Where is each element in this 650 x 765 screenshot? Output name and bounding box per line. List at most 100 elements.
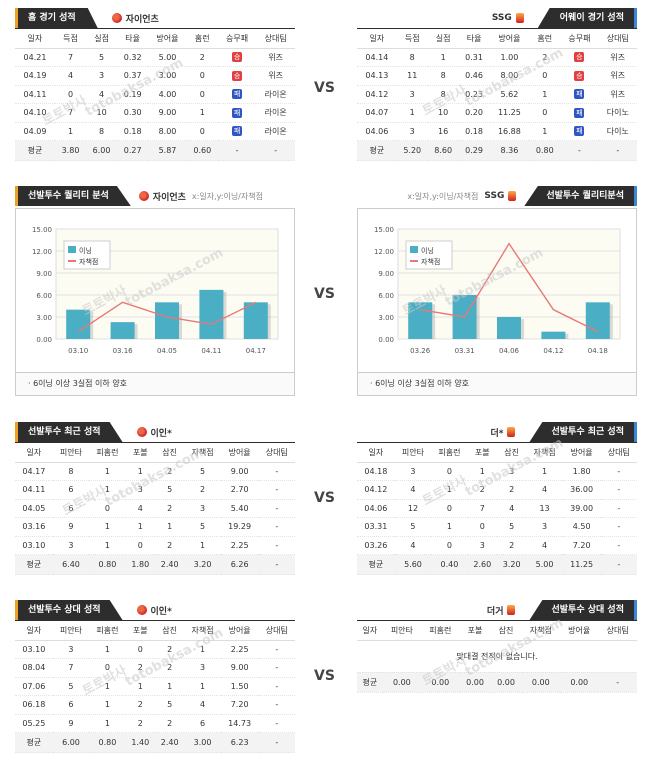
table-cell: - <box>258 499 295 518</box>
result-cell: 승 <box>217 48 257 67</box>
ssg-logo-icon <box>508 191 517 201</box>
table-cell: 2 <box>154 462 185 481</box>
table-cell: 0.18 <box>458 122 490 141</box>
average-cell: 8.60 <box>427 140 459 161</box>
table-cell: 8 <box>427 85 459 104</box>
left-h2h-title: 선발투수 상대 성적 <box>15 600 123 620</box>
table-cell: 2 <box>496 480 527 500</box>
table-cell: 2 <box>154 658 185 678</box>
table-cell: 1 <box>526 462 563 481</box>
home-record-table: 일자 득점 실점 타율 방어율 홈런 승무패 상대팀 04.21 7 5 0.32 5.00 2 승 위즈 04… <box>15 30 295 161</box>
table-cell: 1 <box>186 103 218 123</box>
average-cell: 6.26 <box>220 554 259 575</box>
empty-message: 맞대결 전적이 없습니다. <box>357 640 637 673</box>
table-cell: 2 <box>467 480 497 500</box>
table-cell: 0 <box>467 517 497 537</box>
average-cell: 6.23 <box>220 732 259 753</box>
average-cell: 0.00 <box>459 672 491 693</box>
average-cell: - <box>560 140 599 161</box>
table-cell: 1 <box>529 122 561 141</box>
average-cell: - <box>256 140 295 161</box>
table-cell: 9.00 <box>220 658 259 678</box>
table-row: 04.19 4 3 0.37 3.00 0 승 위즈 <box>15 66 295 86</box>
table-cell: 2 <box>184 480 221 500</box>
table-row: 04.11 0 4 0.19 4.00 0 패 라이온 <box>15 85 295 104</box>
table-cell: 다이노 <box>598 122 637 141</box>
table-cell: - <box>258 536 295 555</box>
table-cell: 3 <box>184 499 221 518</box>
average-cell: - <box>598 672 637 693</box>
table-row: 04.18 3 0 1 3 1 1.80- <box>357 462 637 481</box>
table-cell: 5.62 <box>489 85 530 104</box>
x-tick-label: 04.05 <box>157 347 177 355</box>
y-tick-label: 9.00 <box>36 270 52 278</box>
home-record-panel: 홈 경기 성적 자이언츠 일자 득점 실점 타율 방어율 홈런 승무패 상대팀 04.21 7 5 0… <box>15 8 295 161</box>
table-cell: 4 <box>125 499 155 518</box>
average-row: 평균 6.00 0.80 1.40 2.40 3.00 6.23- <box>15 732 295 753</box>
x-tick-label: 03.10 <box>68 347 88 355</box>
right-quality-note: · 6이닝 이상 3실점 이하 양호 <box>357 372 637 396</box>
left-h2h-pitcher: 이인* <box>150 606 172 617</box>
table-cell: 9.00 <box>220 462 259 481</box>
table-cell: 11 <box>396 66 428 86</box>
table-cell: 4 <box>526 536 563 555</box>
table-cell: 위즈 <box>598 66 637 86</box>
table-row: 04.11 6 1 3 5 2 2.70- <box>15 480 295 500</box>
column-header: 상대팀 <box>600 444 637 463</box>
column-header: 삼진 <box>154 622 185 641</box>
table-cell: 04.06 <box>357 499 395 518</box>
table-cell: 1 <box>184 536 221 555</box>
table-cell: 04.14 <box>357 48 397 67</box>
column-header: 방어율 <box>148 30 187 49</box>
table-cell: 0 <box>125 536 155 555</box>
table-cell: 1 <box>431 517 468 537</box>
table-row: 03.31 5 1 0 5 3 4.50- <box>357 517 637 537</box>
result-badge: 패 <box>232 107 243 118</box>
right-axis-note: x:일자,y:이닝/자책점 <box>407 191 479 201</box>
table-row: 04.17 8 1 1 2 5 9.00- <box>15 462 295 481</box>
header-row: 일자 득점 실점 타율 방어율 홈런 승무패 상대팀 <box>15 30 295 49</box>
table-cell: - <box>258 714 295 733</box>
vs-label-1: VS <box>314 80 335 96</box>
column-header: 포볼 <box>467 444 497 463</box>
table-cell: 04.21 <box>15 48 55 67</box>
table-cell: 0.19 <box>117 85 149 104</box>
column-header: 일자 <box>15 444 53 463</box>
column-header: 포볼 <box>459 622 491 641</box>
average-cell: 0.40 <box>431 554 468 575</box>
left-quality-panel: 선발투수 퀄리티 분석 자이언츠 x:일자,y:이닝/자책점 <box>15 186 295 206</box>
table-row: 04.21 7 5 0.32 5.00 2 승 위즈 <box>15 48 295 67</box>
average-cell: - <box>258 732 295 753</box>
average-row: 평균 5.60 0.40 2.60 3.20 5.00 11.25- <box>357 554 637 575</box>
table-cell: 04.07 <box>357 103 397 123</box>
table-cell: - <box>258 695 295 715</box>
table-cell: 1 <box>89 517 126 537</box>
average-cell: 2.60 <box>467 554 497 575</box>
bar-innings <box>155 302 179 339</box>
table-cell: 19.29 <box>220 517 259 537</box>
result-cell: 패 <box>560 103 599 123</box>
table-cell: 3 <box>86 66 118 86</box>
vs-label-3: VS <box>314 490 335 506</box>
table-cell: 07.06 <box>15 677 53 696</box>
column-header: 방어율 <box>220 622 259 641</box>
table-cell: 13 <box>526 499 563 518</box>
bar-innings <box>199 289 224 339</box>
table-cell: 4 <box>184 695 221 715</box>
x-tick-label: 03.16 <box>113 347 134 355</box>
table-cell: 1 <box>184 640 221 659</box>
table-cell: 2 <box>496 536 527 555</box>
y-tick-label: 12.00 <box>32 248 52 256</box>
table-cell: 3 <box>52 640 90 659</box>
right-pitcher-name: 더* <box>490 428 504 439</box>
column-header: 삼진 <box>496 444 527 463</box>
table-row: 04.12 4 1 2 2 4 36.00- <box>357 480 637 500</box>
result-badge: 패 <box>574 89 585 100</box>
table-cell: 16 <box>427 122 459 141</box>
bar-innings <box>110 322 135 339</box>
table-cell: 1 <box>184 677 221 696</box>
column-header: 일자 <box>357 30 397 49</box>
right-recent-table: 일자 피안타 피홈런 포볼 삼진 자책점 방어율 상대팀 04.18 3 0 1 3 1 1.80-04.1… <box>357 444 637 575</box>
right-quality-note-text: 6이닝 이상 3실점 이하 양호 <box>375 379 470 388</box>
